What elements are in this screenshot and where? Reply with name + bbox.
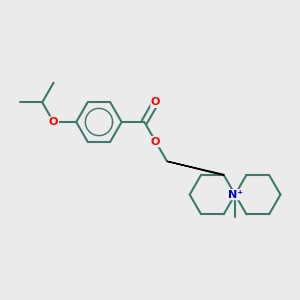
Polygon shape: [167, 161, 224, 176]
Text: O: O: [151, 98, 160, 107]
Text: O: O: [151, 137, 160, 147]
Text: O: O: [49, 117, 58, 127]
Text: N⁺: N⁺: [227, 190, 243, 200]
